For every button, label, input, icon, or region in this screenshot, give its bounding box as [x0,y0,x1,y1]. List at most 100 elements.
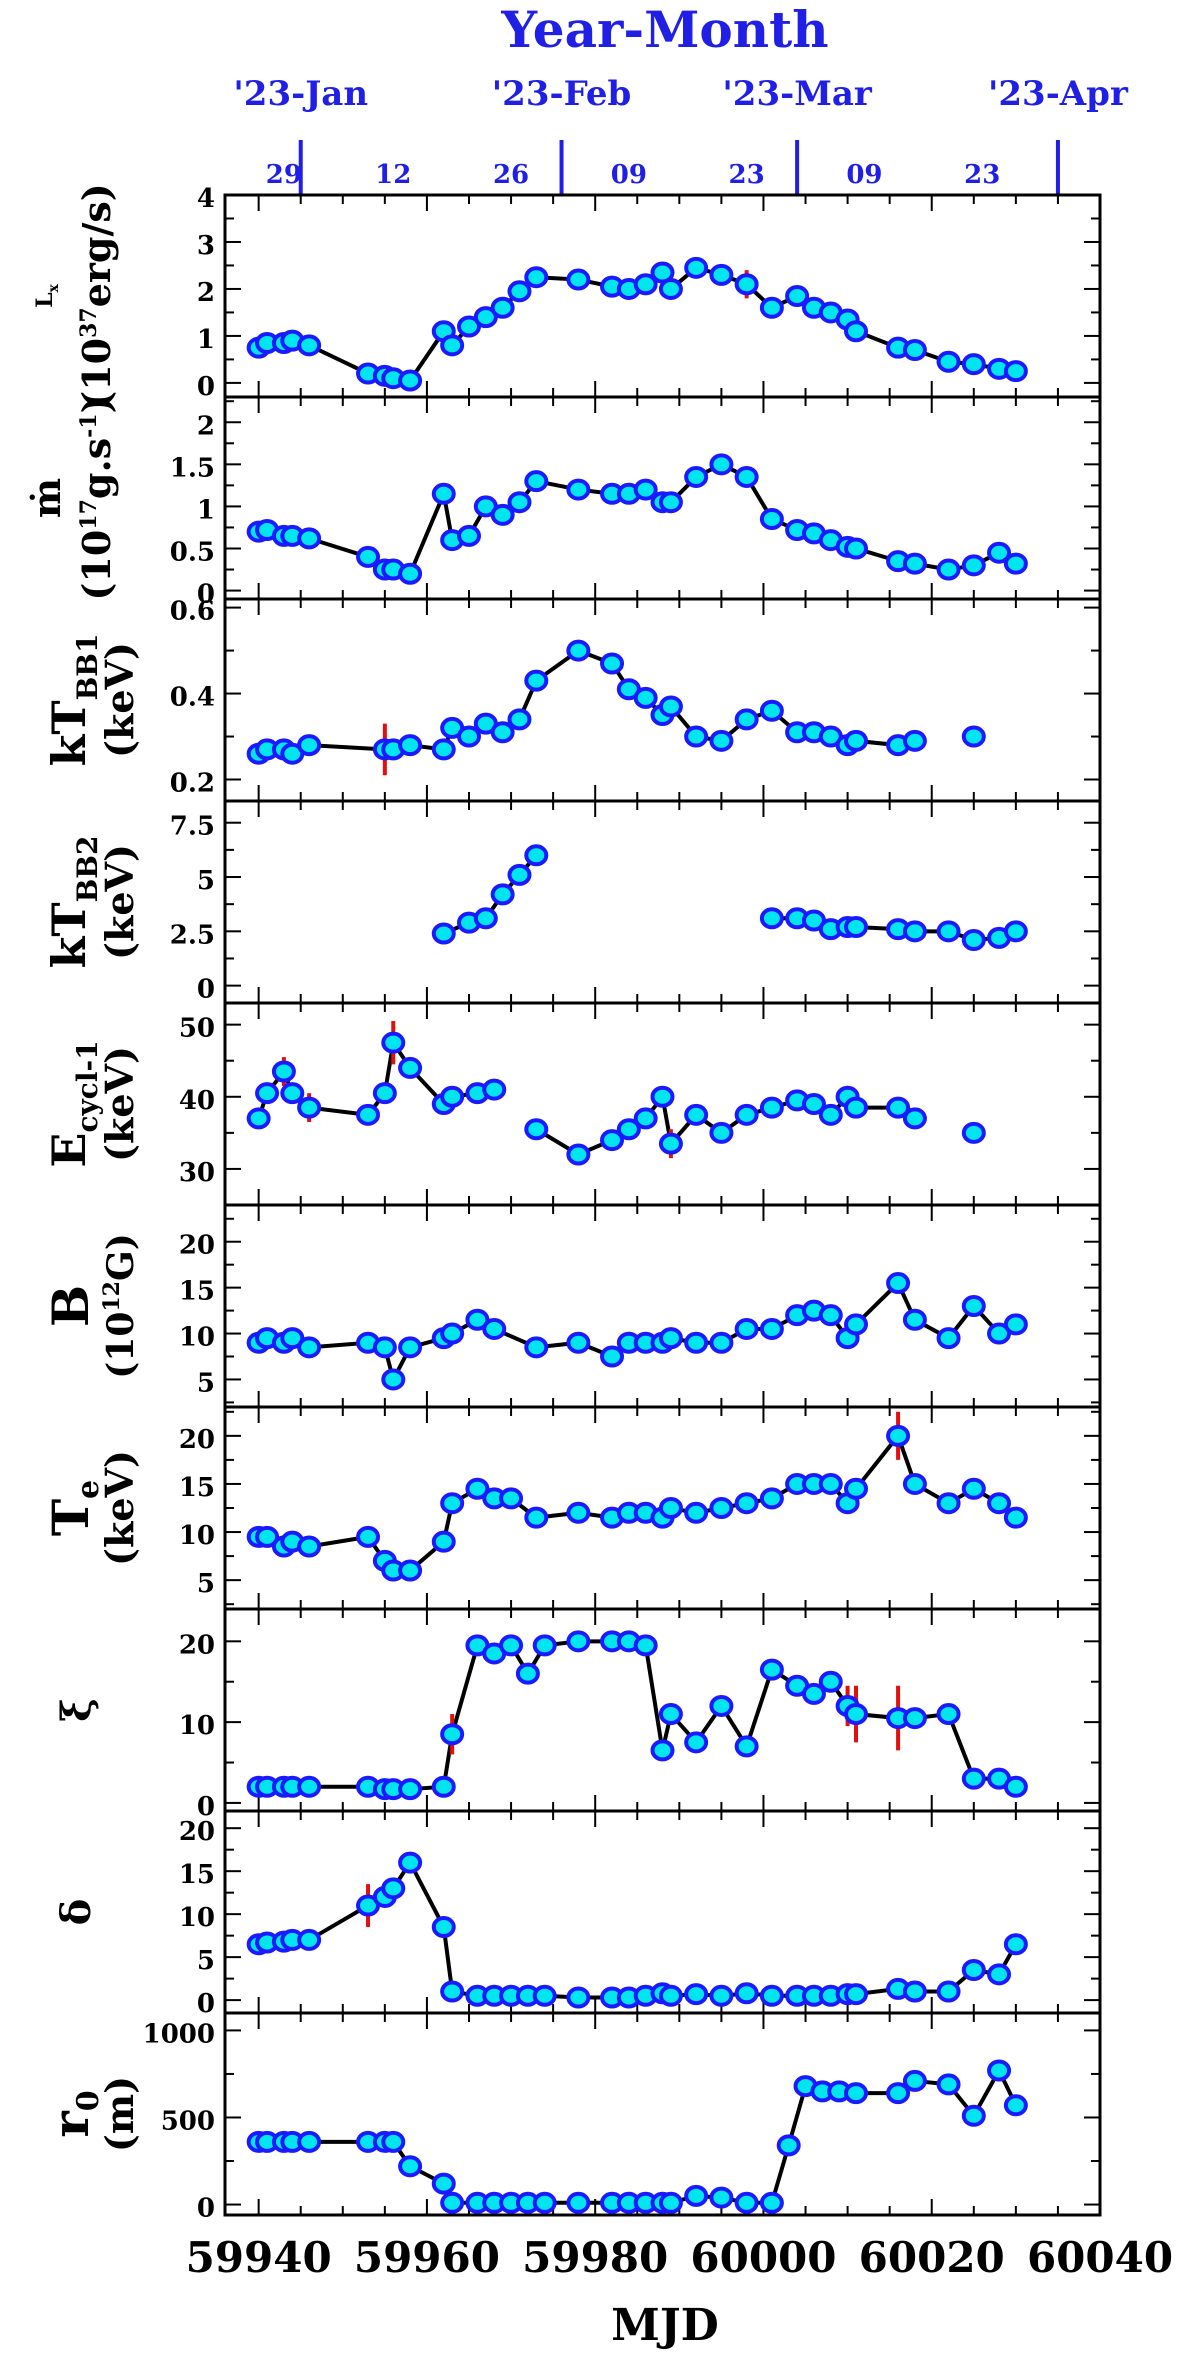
ylabel-text: (m) [97,2076,142,2152]
y-tick-label: 0.4 [170,683,215,713]
data-point [936,1492,961,1515]
data-point [431,1530,456,1553]
data-point [936,1703,961,1726]
data-point [297,1775,322,1798]
data-point [398,1056,423,1079]
panel-ecycl: 30 40 50 Ecycl-1(keV) [42,1001,1102,1207]
series-line [257,1279,1017,1385]
data-point [801,1093,826,1115]
data-point [886,1096,911,1119]
day-label: 09 [611,160,647,190]
data-point [381,2130,406,2153]
data-point [759,1487,784,1510]
x-tick-label: 59980 [522,2233,668,2282]
ylabel-text: (keV) [97,844,142,960]
data-point [886,1272,911,1295]
y-tick-label: 2 [197,411,215,441]
data-point [650,1739,675,1762]
data-point [431,738,456,761]
data-point [255,1082,280,1105]
data-point [297,734,322,757]
panel-bfield: 5 10 15 20 B(1012G) [41,1203,1102,1409]
data-point [759,1984,784,2007]
data-point [280,1327,305,1350]
data-point [1003,552,1028,575]
data-point [759,296,784,319]
data-point [566,268,591,291]
ylabel-text: (keV) [97,642,142,758]
data-point [844,1477,869,1500]
data-point [961,353,986,376]
data-point [709,263,734,286]
y-tick-label: 15 [179,1473,215,1503]
data-point [297,1336,322,1359]
data-point [398,1336,423,1359]
data-point [473,907,498,930]
panel-ylabel: Ecycl-1(keV) [42,1040,142,1167]
ylabel-text: kTBB2 [42,836,104,969]
data-point [844,1983,869,2006]
data-point [490,296,515,319]
data-point [524,266,549,289]
data-point [734,465,759,488]
data-point [524,1506,549,1529]
y-tick-label: 0 [197,1792,215,1822]
data-point [532,2191,557,2214]
y-tick-label: 20 [179,1425,215,1455]
ylabel-part: ξ [53,1698,100,1722]
data-point [684,1103,709,1126]
data-point [936,2073,961,2096]
data-point [734,1103,759,1126]
data-point [482,1078,507,1101]
data-point [515,1662,540,1685]
ylabel-part: BB1 [71,634,104,701]
data-point [398,1559,423,1582]
panel-ylabel: kTBB2(keV) [42,836,142,969]
y-tick-label: 0 [197,975,215,1005]
y-tick-label: 2 [197,278,215,308]
ylabel-part: B [41,1285,100,1327]
data-point [658,491,683,514]
panel-mdot: 00.511.52(1017g.s-1)ṁ [24,395,1102,610]
data-point [684,1501,709,1524]
data-point [372,1082,397,1105]
day-label: 23 [729,160,765,190]
month-label: '23-Apr [988,74,1129,114]
y-tick-label: 500 [161,2106,215,2136]
panel-te: 5 10 15 20 Te(keV) [41,1405,1102,1611]
data-point [297,1535,322,1558]
y-tick-label: 15 [179,1277,215,1307]
data-point [987,1963,1012,1986]
x-axis-label: MJD [611,2300,719,2351]
ylabel-text: δ [53,1899,100,1926]
data-point [255,1525,280,1548]
data-point [961,929,986,952]
ylabel-text: kTBB1 [42,634,104,767]
data-point [886,2082,911,2105]
data-point [297,334,322,357]
y-tick-label: 0 [197,1989,215,2019]
data-point [658,695,683,718]
data-point [633,686,658,709]
data-point [709,1121,734,1144]
data-point [297,2130,322,2153]
data-point [440,1980,465,2003]
data-point [490,503,515,526]
data-point [961,1295,986,1317]
data-point [440,1723,465,1746]
data-point [465,1477,490,1500]
y-tick-label: 0 [197,2194,215,2224]
data-point [658,1497,683,1519]
series-line [258,1858,1018,2000]
data-point [524,1336,549,1359]
y-tick-label: 5 [197,1946,215,1976]
data-point [684,1731,709,1754]
data-point [524,669,549,692]
y-tick-label: 3 [197,231,215,261]
data-point [499,1634,524,1657]
y-tick-label: 15 [179,1860,215,1890]
data-point [1003,1506,1028,1529]
x-tick-label: 60040 [1027,2233,1173,2282]
day-label: 12 [375,160,411,190]
